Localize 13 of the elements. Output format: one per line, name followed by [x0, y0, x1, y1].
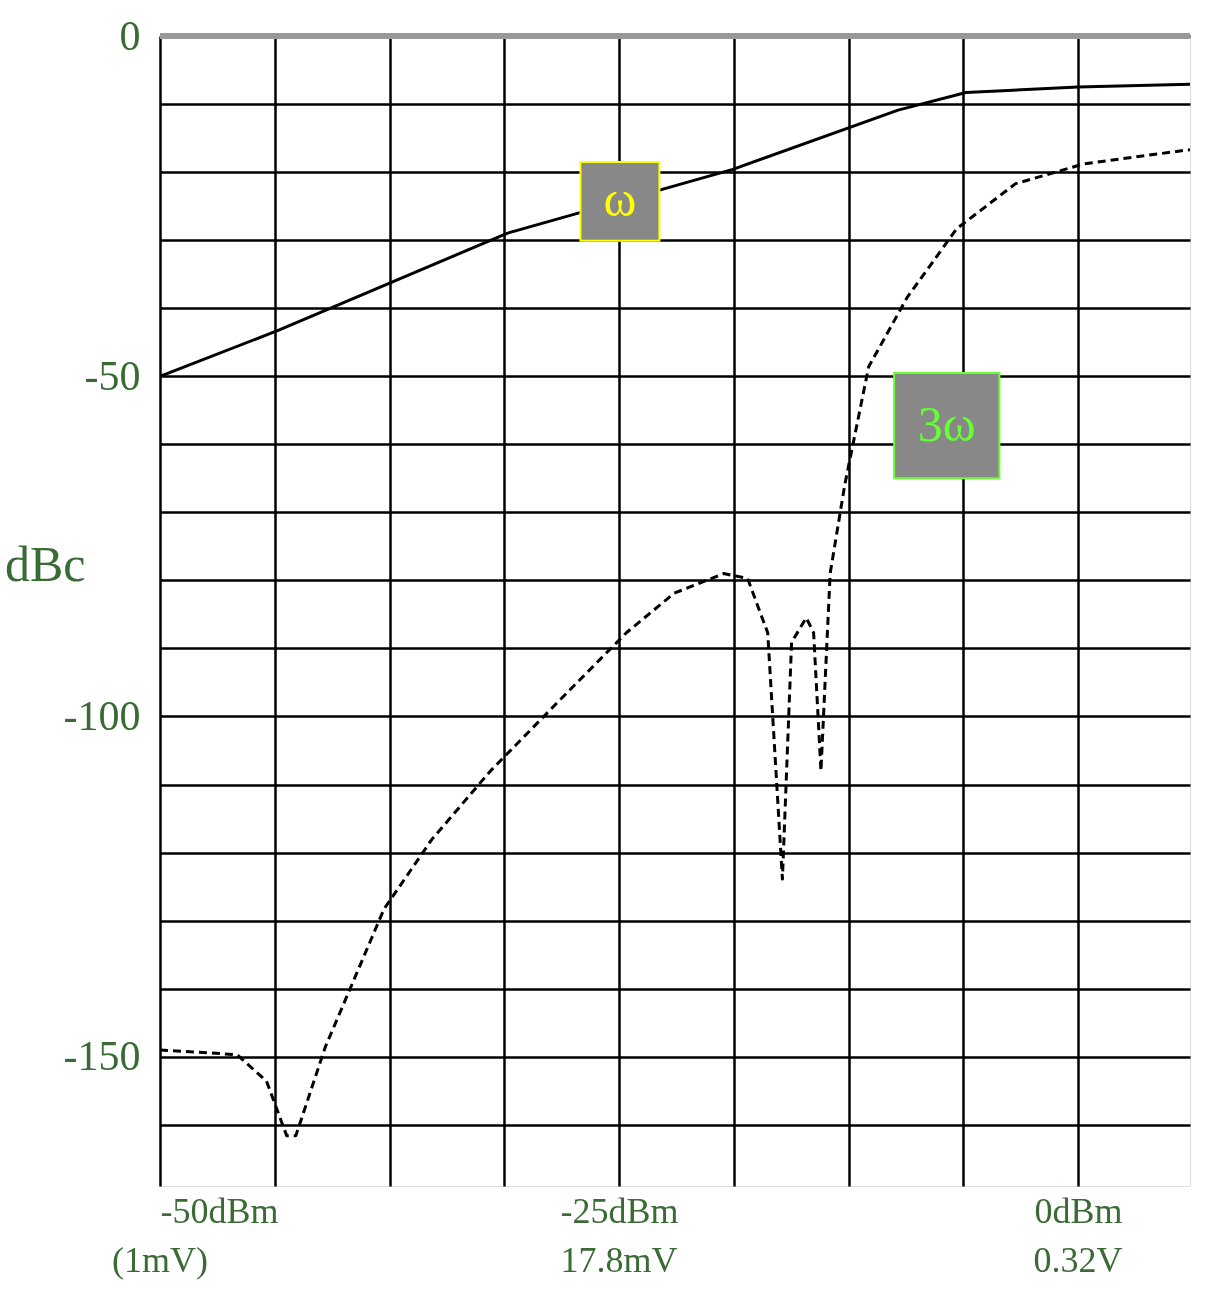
y-tick-label: -100: [63, 692, 141, 739]
y-tick-label: -50: [84, 352, 141, 399]
series-label: ω: [603, 171, 637, 228]
text: 0.32V: [1033, 1240, 1123, 1280]
text: 17.8mV: [560, 1240, 678, 1280]
y-tick-label: -150: [63, 1033, 141, 1080]
y-axis-title: dBc: [5, 536, 86, 592]
x-tick-label: -25dBm: [560, 1190, 679, 1231]
x-tick-label: -50dBm: [160, 1190, 279, 1231]
text: (1mV): [112, 1240, 208, 1280]
y-tick-label: 0: [119, 12, 141, 59]
x-tick-label: 0dBm: [1034, 1190, 1123, 1231]
series-label: 3ω: [917, 395, 976, 452]
